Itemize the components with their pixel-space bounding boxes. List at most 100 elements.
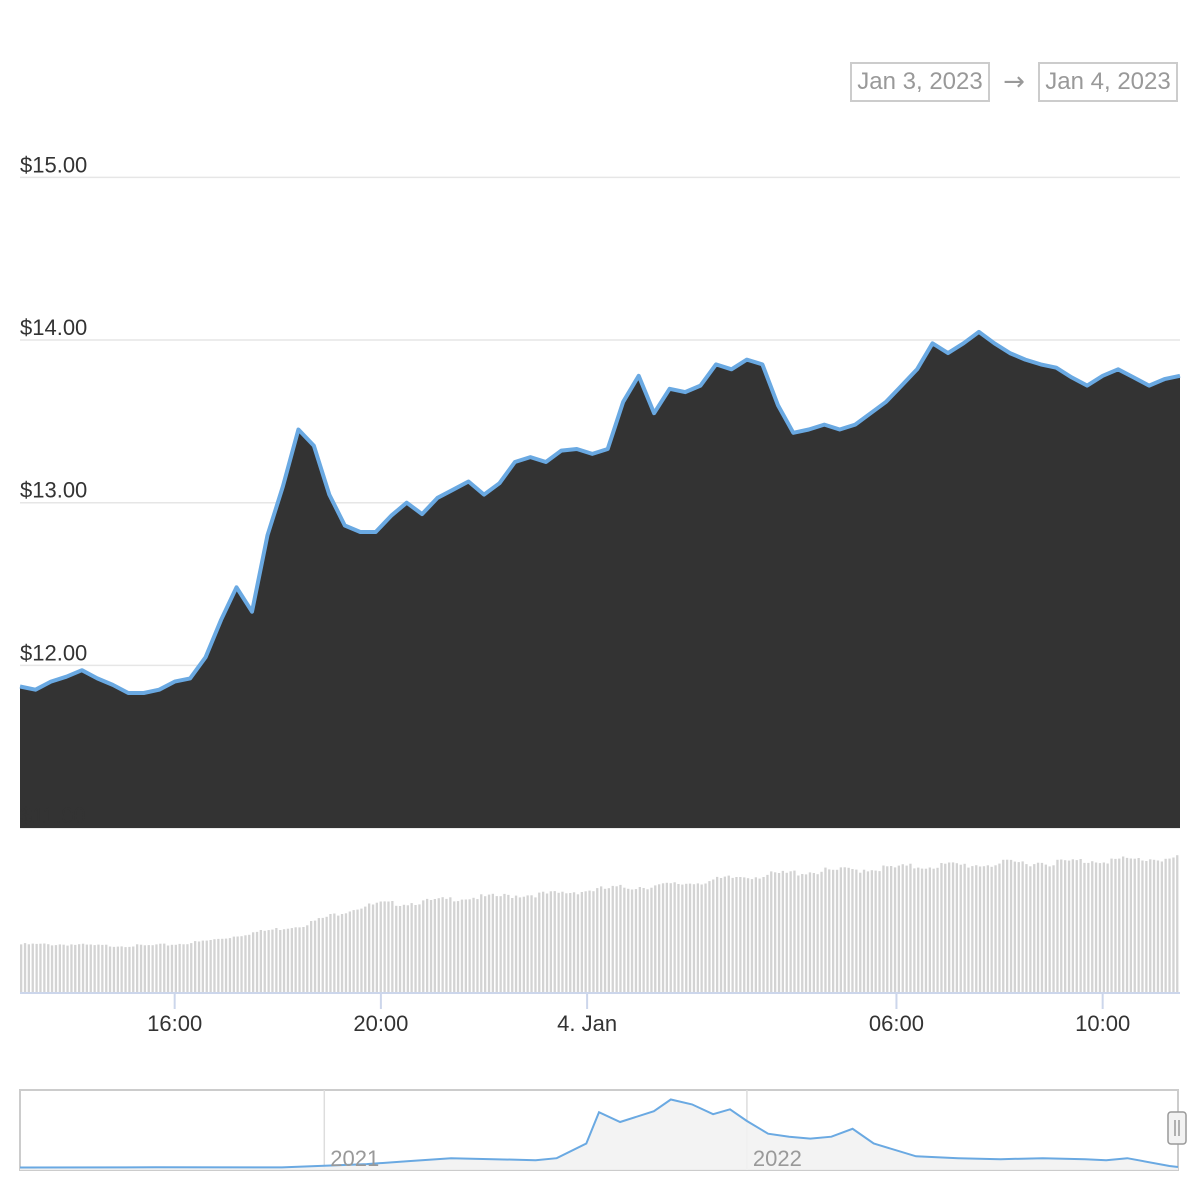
volume-bar bbox=[1152, 859, 1156, 993]
volume-bar bbox=[85, 944, 88, 993]
volume-bar bbox=[108, 946, 112, 993]
volume-bar bbox=[337, 915, 340, 993]
volume-bar bbox=[878, 871, 881, 993]
volume-bar bbox=[615, 886, 618, 993]
volume-bar bbox=[592, 891, 595, 993]
volume-bar bbox=[1025, 864, 1028, 993]
volume-bar bbox=[201, 940, 204, 993]
volume-bar bbox=[944, 863, 947, 993]
volume-bar bbox=[665, 882, 668, 993]
date-from-input[interactable]: Jan 3, 2023 bbox=[850, 62, 990, 102]
navigator-right-handle[interactable] bbox=[1167, 1111, 1187, 1145]
navigator[interactable]: 2021 2022 bbox=[19, 1089, 1187, 1171]
volume-bar bbox=[580, 892, 583, 993]
price-axis-labels: $15.00 $14.00 $13.00 $12.00 $11.00 bbox=[20, 152, 87, 828]
volume-bar bbox=[685, 883, 688, 993]
volume-bar bbox=[886, 866, 889, 993]
volume-bar bbox=[124, 947, 127, 993]
volume-bar bbox=[147, 945, 150, 993]
volume-bar bbox=[893, 867, 897, 993]
volume-bar bbox=[623, 887, 626, 993]
volume-bar bbox=[267, 930, 270, 993]
volume-bar bbox=[313, 920, 317, 993]
volume-bar bbox=[862, 869, 866, 993]
volume-bar bbox=[627, 888, 630, 993]
navigator-year-label: 2022 bbox=[753, 1146, 802, 1171]
navigator-handle-grip[interactable] bbox=[1167, 1111, 1187, 1145]
navigator-year-label: 2021 bbox=[330, 1146, 379, 1171]
y-tick-label: $15.00 bbox=[20, 152, 87, 177]
volume-bar bbox=[1017, 862, 1020, 993]
volume-bar bbox=[217, 938, 220, 993]
volume-bar bbox=[182, 944, 185, 993]
volume-bar bbox=[526, 895, 529, 993]
volume-bar bbox=[832, 869, 835, 993]
volume-bar bbox=[870, 870, 873, 993]
volume-bar bbox=[1141, 860, 1144, 993]
x-tick-label: 06:00 bbox=[869, 1011, 924, 1036]
volume-bar bbox=[1087, 862, 1090, 993]
volume-bar bbox=[209, 940, 212, 993]
volume-bar bbox=[959, 864, 962, 993]
volume-bar bbox=[735, 877, 738, 993]
volume-bar bbox=[518, 897, 522, 993]
volume-bar bbox=[286, 928, 290, 993]
volume-bar bbox=[383, 901, 386, 993]
volume-bar bbox=[704, 883, 707, 993]
volume-bar bbox=[1083, 862, 1086, 993]
volume-bar bbox=[433, 899, 436, 993]
volume-bar bbox=[634, 889, 638, 993]
y-tick-label: $12.00 bbox=[20, 640, 87, 665]
volume-bar bbox=[982, 866, 986, 993]
volume-bar bbox=[1071, 859, 1074, 993]
volume-bar bbox=[731, 877, 734, 993]
volume-bar bbox=[507, 894, 510, 993]
volume-bar bbox=[302, 927, 305, 993]
y-tick-label: $13.00 bbox=[20, 478, 87, 503]
volume-bar bbox=[1164, 858, 1167, 993]
volume-bar bbox=[1064, 860, 1067, 993]
volume-bar bbox=[248, 934, 251, 993]
volume-bar bbox=[716, 876, 719, 993]
volume-bar bbox=[928, 867, 931, 993]
volume-bar bbox=[379, 901, 382, 993]
volume-bar bbox=[70, 944, 73, 993]
volume-bar bbox=[101, 944, 104, 993]
volume-bar bbox=[1040, 862, 1044, 993]
volume-bar bbox=[1060, 859, 1063, 993]
volume-bar bbox=[1125, 857, 1129, 993]
volume-bar bbox=[936, 867, 939, 993]
volume-bar bbox=[1137, 858, 1140, 993]
x-tick-label: 10:00 bbox=[1075, 1011, 1130, 1036]
volume-bar bbox=[263, 930, 266, 993]
volume-bar bbox=[569, 893, 572, 993]
volume-bar bbox=[1110, 858, 1113, 993]
volume-bar bbox=[828, 869, 831, 993]
volume-bar bbox=[132, 946, 135, 993]
volume-bar bbox=[1006, 859, 1009, 993]
volume-bar bbox=[1149, 859, 1152, 993]
volume-bar bbox=[321, 917, 324, 993]
volume-bar bbox=[128, 946, 131, 993]
volume-bar bbox=[743, 877, 746, 993]
volume-bar bbox=[398, 906, 402, 993]
volume-bar bbox=[770, 871, 773, 993]
volume-bar bbox=[159, 943, 162, 993]
volume-bar bbox=[874, 870, 877, 993]
volume-bar bbox=[310, 921, 313, 993]
volume-bar bbox=[708, 881, 711, 993]
volume-bar bbox=[820, 871, 823, 993]
volume-bar bbox=[54, 945, 58, 993]
volume-bar bbox=[464, 899, 467, 993]
volume-bar bbox=[236, 936, 239, 993]
volume-bar bbox=[1048, 866, 1051, 993]
volume-bar bbox=[727, 875, 730, 993]
date-to-input[interactable]: Jan 4, 2023 bbox=[1038, 62, 1178, 102]
volume-bar bbox=[441, 897, 444, 993]
volume-bar bbox=[387, 901, 390, 993]
volume-bar bbox=[545, 893, 549, 993]
volume-bar bbox=[1075, 860, 1078, 993]
volume-bar bbox=[1013, 861, 1016, 993]
volume-bar bbox=[368, 903, 371, 993]
volume-bar bbox=[244, 935, 247, 993]
